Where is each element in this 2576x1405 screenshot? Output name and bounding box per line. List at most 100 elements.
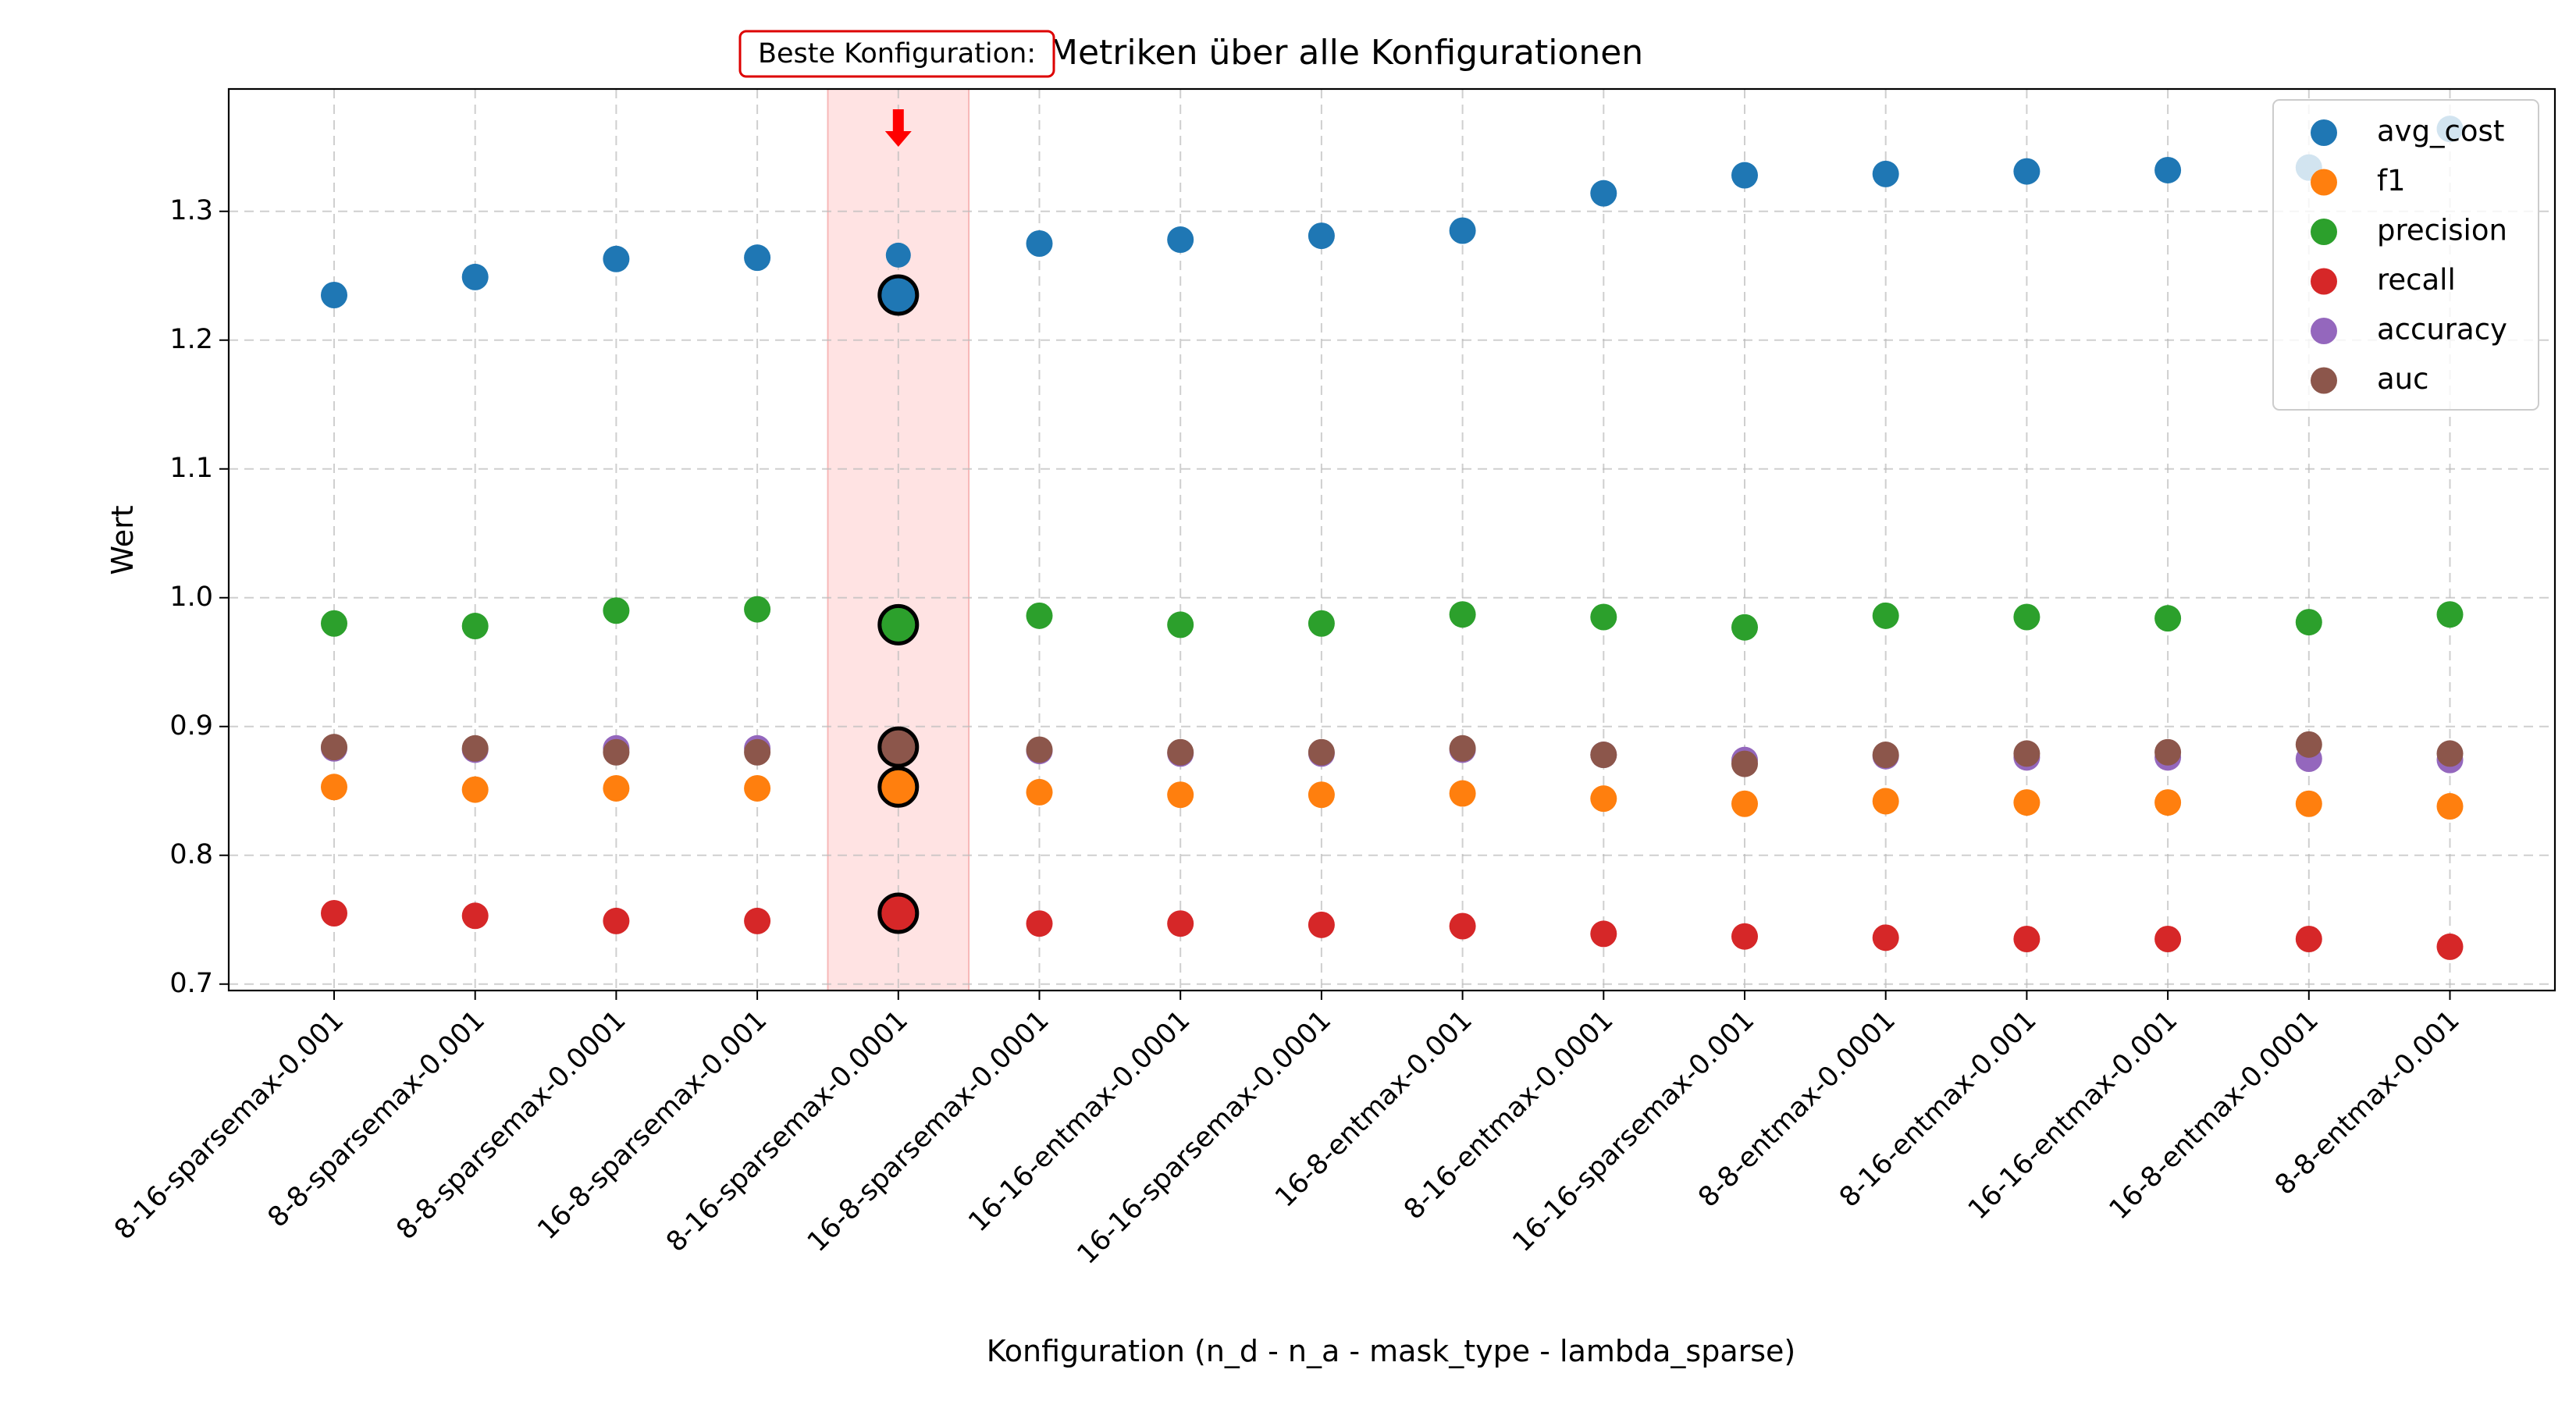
y-tick-label: 0.8 — [169, 839, 213, 870]
legend-marker-precision — [2311, 219, 2337, 245]
chart-title: Metriken über alle Konfigurationen — [1048, 33, 1643, 73]
point-recall-6 — [1167, 910, 1194, 937]
y-tick-label: 1.0 — [169, 582, 213, 613]
point-f1-6 — [1167, 781, 1194, 809]
best-marker-f1 — [877, 766, 920, 808]
point-f1-3 — [744, 774, 771, 802]
point-auc-0 — [321, 734, 347, 761]
point-auc-5 — [1026, 736, 1053, 763]
point-f1-2 — [603, 774, 630, 802]
point-avg-cost-0 — [321, 282, 347, 308]
legend-marker-f1 — [2311, 169, 2337, 196]
point-f1-11 — [1872, 788, 1899, 815]
grid-layer — [229, 89, 2555, 991]
points-layer — [321, 116, 2464, 960]
point-f1-13 — [2154, 789, 2182, 816]
point-recall-11 — [1872, 924, 1899, 951]
point-precision-12 — [2013, 603, 2041, 631]
best-marker-recall — [877, 892, 920, 934]
x-tick-label: 16-16-sparsemax-0.0001 — [1072, 1005, 1338, 1271]
point-recall-12 — [2013, 926, 2041, 952]
x-tick-label: 8-8-sparsemax-0.0001 — [391, 1005, 632, 1246]
point-avg-cost-9 — [1590, 180, 1617, 207]
point-recall-7 — [1308, 911, 1335, 938]
series-accuracy — [321, 735, 2464, 774]
point-f1-0 — [321, 774, 347, 801]
point-auc-14 — [2295, 731, 2322, 758]
y-tick-label: 0.7 — [169, 968, 213, 999]
legend-label-avg-cost: avg_cost — [2377, 115, 2504, 148]
point-recall-14 — [2295, 926, 2322, 952]
legend: avg_cost f1 precision recall accuracy auc — [2272, 99, 2539, 411]
point-recall-15 — [2436, 933, 2464, 960]
axes-layer: 0.7 0.8 0.9 1.0 1.1 1.2 1.3 8-16-sparsemax-0.00… — [109, 195, 2466, 1271]
y-axis-label: Wert — [105, 505, 140, 574]
x-axis-label: Konfiguration (n_d - n_a - mask_type - l… — [987, 1334, 1796, 1368]
point-precision-13 — [2154, 605, 2182, 632]
series-auc — [321, 731, 2464, 777]
plot-frame — [227, 87, 2556, 992]
point-f1-15 — [2436, 793, 2464, 820]
legend-label-precision: precision — [2377, 214, 2507, 247]
point-f1-7 — [1308, 781, 1335, 809]
point-precision-11 — [1872, 602, 1899, 629]
point-avg-cost-5 — [1026, 230, 1053, 257]
point-recall-9 — [1590, 920, 1617, 948]
point-avg-cost-1 — [461, 263, 489, 290]
point-f1-5 — [1026, 778, 1053, 806]
point-recall-13 — [2154, 926, 2182, 952]
legend-label-accuracy: accuracy — [2377, 313, 2507, 347]
point-recall-5 — [1026, 910, 1053, 937]
legend-box — [2272, 99, 2539, 411]
point-auc-9 — [1590, 742, 1617, 769]
series-recall — [321, 900, 2464, 960]
best-configuration-label: Beste Konfiguration: — [738, 30, 1055, 78]
point-f1-10 — [1731, 790, 1758, 817]
point-precision-0 — [321, 610, 347, 637]
point-avg-cost-8 — [1449, 217, 1476, 244]
point-precision-15 — [2436, 601, 2464, 628]
best-configuration-box — [738, 30, 1055, 78]
point-precision-3 — [744, 596, 771, 623]
point-auc-2 — [603, 738, 630, 766]
series-precision — [321, 596, 2464, 641]
point-precision-1 — [461, 613, 489, 640]
x-tick-label: 8-16-sparsemax-0.0001 — [660, 1005, 914, 1258]
point-precision-8 — [1449, 601, 1476, 628]
point-precision-7 — [1308, 610, 1335, 637]
point-avg-cost-6 — [1167, 226, 1194, 254]
y-tick-label: 1.3 — [169, 195, 213, 226]
point-f1-12 — [2013, 789, 2041, 816]
point-auc-6 — [1167, 738, 1194, 766]
point-auc-10 — [1731, 750, 1758, 777]
point-auc-7 — [1308, 738, 1335, 766]
point-avg-cost-12 — [2013, 158, 2041, 185]
point-recall-0 — [321, 900, 347, 927]
x-tick-label: 16-8-sparsemax-0.0001 — [802, 1005, 1055, 1258]
point-f1-1 — [461, 776, 489, 803]
point-f1-14 — [2295, 790, 2322, 817]
best-marker-auc — [877, 726, 920, 768]
point-avg-cost-11 — [1872, 160, 1899, 187]
point-auc-3 — [744, 738, 771, 766]
y-tick-label: 1.2 — [169, 324, 213, 355]
point-avg-cost-2 — [603, 245, 630, 272]
legend-marker-accuracy — [2311, 318, 2337, 344]
point-precision-10 — [1731, 614, 1758, 641]
x-tick-label: 8-16-sparsemax-0.001 — [109, 1005, 350, 1246]
point-precision-2 — [603, 597, 630, 624]
x-tick-label: 16-8-sparsemax-0.001 — [532, 1005, 773, 1246]
point-f1-9 — [1590, 785, 1617, 813]
point-precision-6 — [1167, 611, 1194, 638]
legend-label-auc: auc — [2377, 362, 2428, 396]
point-auc-15 — [2436, 740, 2464, 767]
point-avg-cost-10 — [1731, 162, 1758, 189]
legend-label-recall: recall — [2377, 263, 2456, 297]
point-auc-8 — [1449, 735, 1476, 762]
legend-marker-recall — [2311, 268, 2337, 295]
point-precision-14 — [2295, 609, 2322, 636]
best-layer — [877, 109, 920, 934]
legend-marker-avg-cost — [2311, 119, 2337, 146]
best-marker-precision — [877, 603, 920, 646]
